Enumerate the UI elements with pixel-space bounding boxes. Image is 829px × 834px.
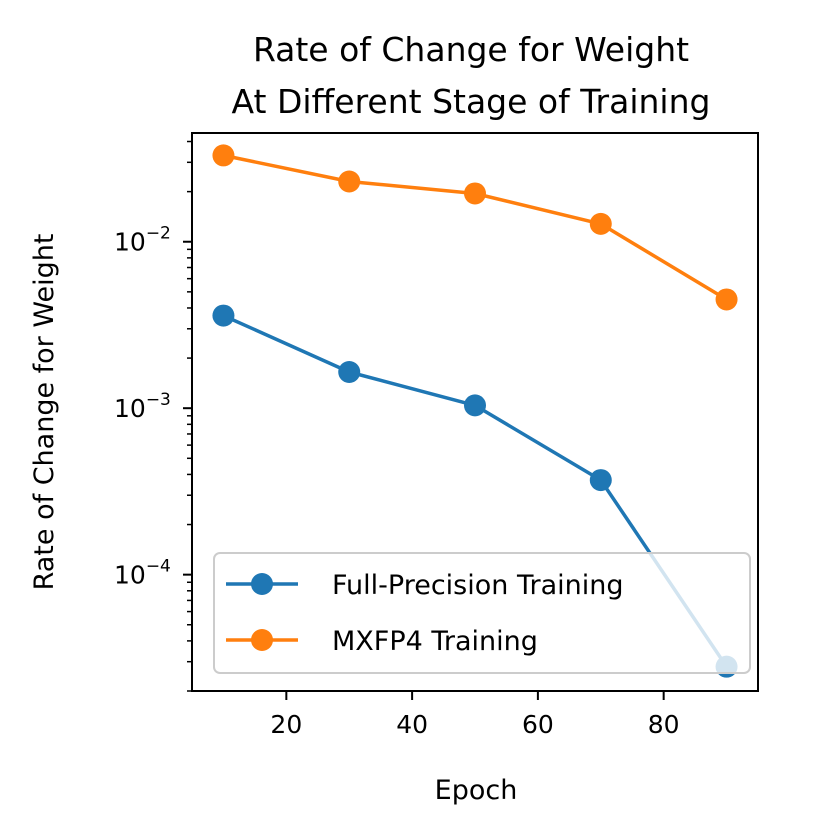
y-tick-label-2: 10−2 (114, 224, 171, 257)
data-point-mxfp4-training-90 (715, 288, 738, 311)
legend-label-mxfp4: MXFP4 Training (332, 626, 538, 657)
chart-title-line-2: At Different Stage of Training (232, 82, 711, 121)
x-axis: 20 40 60 80 (270, 691, 680, 739)
legend-label-full-precision: Full-Precision Training (332, 570, 624, 601)
x-axis-label: Epoch (435, 775, 518, 806)
chart-title: Rate of Change for Weight At Different S… (232, 30, 711, 121)
y-tick-label-0: 10−4 (114, 557, 171, 590)
data-point-full-precision-training-10 (212, 304, 235, 327)
data-point-mxfp4-training-70 (589, 212, 612, 235)
data-point-full-precision-training-50 (464, 394, 486, 417)
data-point-full-precision-training-30 (338, 360, 361, 383)
data-point-mxfp4-training-30 (338, 170, 361, 193)
data-point-full-precision-training-70 (589, 469, 612, 492)
y-tick-label-1: 10−3 (114, 390, 171, 423)
legend-marker-full-precision (251, 573, 273, 595)
data-point-mxfp4-training-50 (464, 182, 486, 205)
x-tick-label-20: 20 (270, 710, 302, 739)
legend-box (213, 552, 751, 674)
legend-marker-mxfp4 (251, 629, 273, 651)
data-point-mxfp4-training-10 (212, 144, 235, 167)
y-axis: 10−4 10−3 10−2 (114, 140, 192, 692)
legend: Full-Precision Training MXFP4 Training (213, 552, 751, 674)
x-tick-label-40: 40 (396, 710, 428, 739)
x-tick-label-80: 80 (648, 710, 680, 739)
x-tick-label-60: 60 (522, 710, 554, 739)
y-axis-label: Rate of Change for Weight (29, 234, 60, 591)
chart-title-line-1: Rate of Change for Weight (253, 30, 689, 69)
series-line-mxfp4-training (223, 153, 728, 301)
plot-frame (191, 132, 759, 692)
